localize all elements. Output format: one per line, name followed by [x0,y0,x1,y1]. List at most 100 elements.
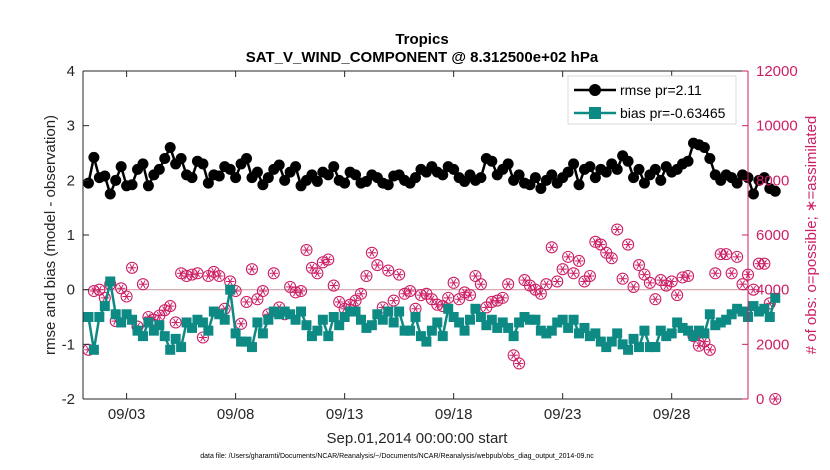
obs-count-marker [191,267,204,280]
rmse-point [339,177,351,189]
rmse-point [448,163,460,175]
bias-point [99,301,110,312]
bias-point [650,342,661,353]
bias-point [454,317,465,328]
obs-count-marker [469,269,482,283]
obs-count-marker [300,243,313,257]
bias-point [606,336,617,347]
bias-point [137,331,148,342]
y-tick-label-left: 2 [67,172,75,189]
obs-count-marker [354,287,368,300]
bias-point [699,328,710,339]
bias-point [394,306,405,317]
bias-point [208,306,219,317]
obs-count-marker [507,349,520,362]
bias-point [492,322,503,333]
y-tick-label-left: -1 [62,336,75,353]
bias-point [612,328,623,339]
bias-point [301,320,312,331]
rmse-point [513,169,525,181]
rmse-point [322,169,334,181]
bias-point [704,309,715,320]
rmse-point [611,163,623,175]
bias-point [508,331,519,342]
bias-point [666,328,677,339]
bias-point [410,312,421,322]
obs-count-marker [126,261,139,274]
rmse-point [273,159,285,171]
legend-label-rmse: rmse pr=2.11 [620,82,702,98]
y-tick-label-left: 4 [67,63,75,80]
obs-count-marker [463,289,477,302]
rmse-point [241,152,253,164]
bias-point [219,314,230,325]
bias-point [421,336,432,347]
obs-count-marker [240,295,253,309]
bias-point [154,320,165,331]
bias-point [726,309,737,320]
chart-subtitle: SAT_V_WIND_COMPONENT @ 8.312500e+02 hPa [246,49,599,66]
obs-count-marker [403,284,417,298]
rmse-point [529,172,541,184]
rmse-point [546,169,558,181]
bias-point [546,325,557,336]
bias-point [748,301,759,312]
bias-point [268,306,279,317]
bias-point [230,328,241,339]
obs-count-marker [322,253,335,266]
bias-point [377,314,388,325]
rmse-point [410,172,421,184]
obs-count-marker [681,269,695,283]
obs-count-marker [649,293,662,306]
obs-count-marker [474,278,487,291]
bias-point [574,328,585,339]
bias-point [432,317,443,328]
bias-point [110,309,121,320]
bias-point [486,314,497,325]
y-tick-label-right: 6000 [756,227,789,244]
bias-point [187,322,198,333]
bias-point [143,317,154,328]
rmse-point [682,155,694,167]
bias-point [443,303,454,314]
rmse-point [88,151,100,163]
bias-point [252,317,263,328]
obs-count-marker [365,246,378,259]
obs-count-marker [665,275,678,288]
bias-point [623,344,634,355]
obs-count-marker [387,294,400,307]
bias-point [345,306,356,317]
rmse-point [82,177,94,189]
bias-point [448,312,459,322]
bias-point [132,325,143,336]
plot-area: 09/03 09/08 09/13 09/18 09/23 09/28-2-1012340… [62,63,798,423]
legend-marker-rmse [589,84,601,96]
bias-point [246,342,257,353]
bias-point [475,312,486,322]
bias-point [334,320,345,331]
obs-count-marker [638,268,651,281]
rmse-point [562,166,574,178]
y-tick-label-right: 0 [756,391,764,408]
obs-count-marker [267,267,280,280]
bias-point [366,320,377,331]
bias-point [121,309,132,320]
bias-point [633,342,644,353]
obs-count-marker [120,290,133,303]
rmse-point [731,177,743,189]
bias-point [601,342,612,353]
y-axis-label-left: rmse and bias (model - observation) [42,115,59,355]
obs-count-marker [731,250,744,263]
bias-point [323,331,334,342]
bias-point [644,342,655,353]
bias-point [165,344,176,355]
obs-count-marker [294,284,308,298]
rmse-point [142,180,154,192]
obs-count-marker [496,291,509,304]
obs-count-marker [169,316,182,329]
bias-point [535,325,546,336]
rmse-point [600,166,612,178]
obs-count-marker [398,287,411,300]
y-tick-label-left: -2 [62,391,75,408]
